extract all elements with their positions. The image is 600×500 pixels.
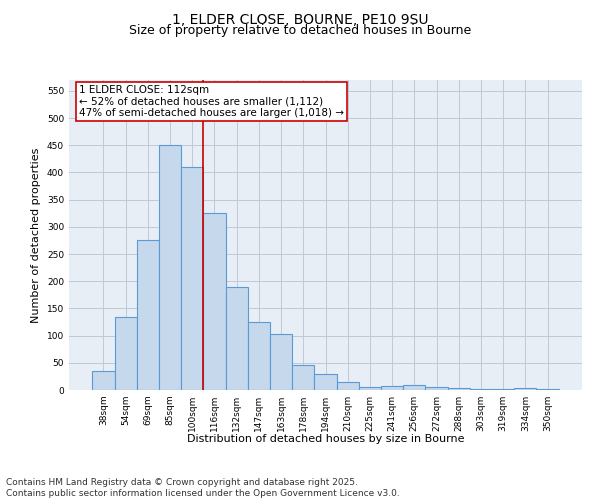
Bar (159, 146, 181, 390)
Text: Contains HM Land Registry data © Crown copyright and database right 2025.
Contai: Contains HM Land Registry data © Crown c… (6, 478, 400, 498)
Bar (470, 389, 492, 390)
Bar (359, 388, 381, 390)
Bar (425, 388, 448, 390)
Bar (92, 371, 115, 390)
Text: 1 ELDER CLOSE: 112sqm
← 52% of detached houses are smaller (1,112)
47% of semi-d: 1 ELDER CLOSE: 112sqm ← 52% of detached … (79, 84, 344, 118)
Bar (337, 382, 359, 390)
Bar (226, 286, 248, 390)
Text: Size of property relative to detached houses in Bourne: Size of property relative to detached ho… (129, 24, 471, 37)
Bar (203, 213, 226, 390)
Bar (248, 322, 270, 390)
Bar (137, 240, 159, 390)
Bar (314, 374, 337, 390)
Bar (270, 334, 292, 390)
Text: 1, ELDER CLOSE, BOURNE, PE10 9SU: 1, ELDER CLOSE, BOURNE, PE10 9SU (172, 12, 428, 26)
X-axis label: Distribution of detached houses by size in Bourne: Distribution of detached houses by size … (187, 434, 464, 444)
Bar (403, 384, 425, 390)
Bar (181, 167, 203, 390)
Bar (292, 365, 314, 390)
Bar (514, 388, 536, 390)
Bar (448, 388, 470, 390)
Bar (381, 386, 403, 390)
Bar (115, 316, 137, 390)
Bar (536, 389, 559, 390)
Y-axis label: Number of detached properties: Number of detached properties (31, 148, 41, 322)
